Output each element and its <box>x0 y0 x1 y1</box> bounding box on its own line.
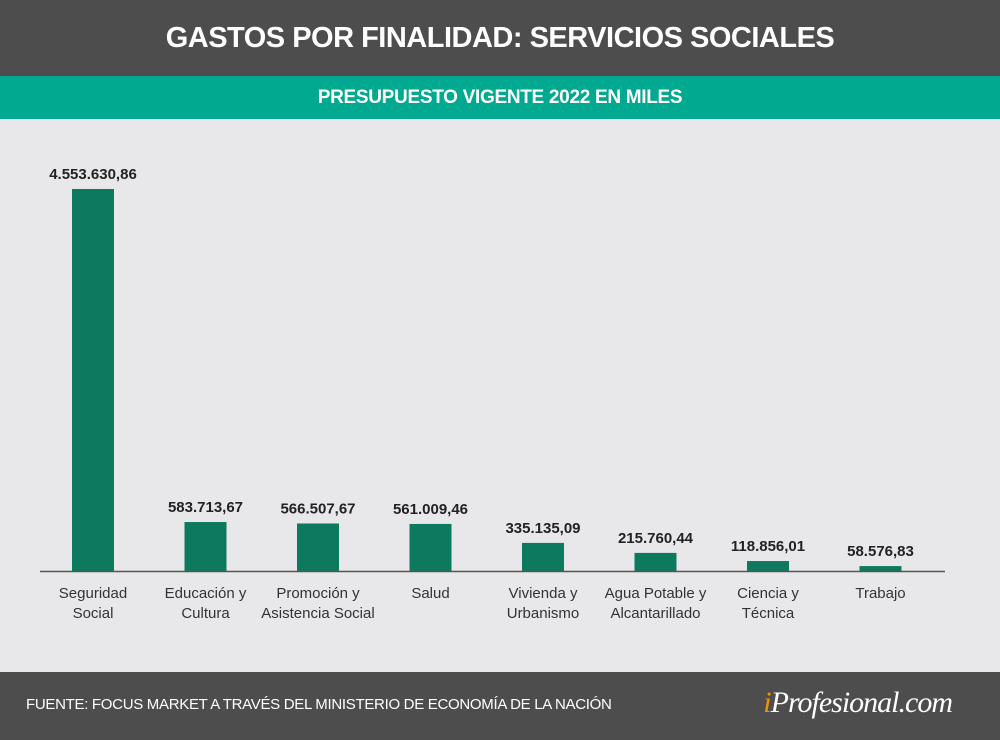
tick-label: Urbanismo <box>507 605 580 622</box>
tick-label: Vivienda y <box>509 585 578 602</box>
data-label: 561.009,46 <box>393 501 468 518</box>
data-label: 566.507,67 <box>280 500 355 517</box>
iprofesional-logo: iProfesional.com <box>763 686 953 719</box>
source-note: FUENTE: FOCUS MARKET A TRAVÉS DEL MINIST… <box>26 696 612 713</box>
chart-title: GASTOS POR FINALIDAD: SERVICIOS SOCIALES <box>0 0 1000 76</box>
bar <box>522 542 564 571</box>
bar <box>409 523 452 571</box>
tick-label: Asistencia Social <box>261 605 374 622</box>
data-label: 335.135,09 <box>505 520 580 537</box>
tick-label: Ciencia y <box>737 585 799 602</box>
tick-label: Promoción y <box>276 585 360 602</box>
tick-label: Alcantarillado <box>610 605 700 622</box>
tick-label: Cultura <box>181 605 230 622</box>
data-label: 583.713,67 <box>168 499 243 516</box>
bar <box>184 522 227 571</box>
bar <box>747 561 789 571</box>
tick-label: Salud <box>411 585 449 602</box>
tick-label: Trabajo <box>855 585 905 602</box>
bar <box>297 523 339 571</box>
bar-chart: 4.553.630,86 Seguridad Social 583.713,67 Edu… <box>40 166 945 622</box>
bar <box>634 552 677 571</box>
data-label: 215.760,44 <box>618 530 694 547</box>
tick-label: Agua Potable y <box>605 585 707 602</box>
bar <box>72 189 114 571</box>
tick-label: Técnica <box>742 605 795 622</box>
tick-label: Social <box>73 605 114 622</box>
data-label: 58.576,83 <box>847 543 914 560</box>
footer: FUENTE: FOCUS MARKET A TRAVÉS DEL MINIST… <box>0 672 1000 740</box>
data-label: 4.553.630,86 <box>49 166 137 183</box>
data-label: 118.856,01 <box>731 538 805 555</box>
bar <box>859 566 902 571</box>
chart-subtitle: PRESUPUESTO VIGENTE 2022 EN MILES <box>0 76 1000 119</box>
tick-label: Seguridad <box>59 585 127 602</box>
tick-label: Educación y <box>165 585 247 602</box>
